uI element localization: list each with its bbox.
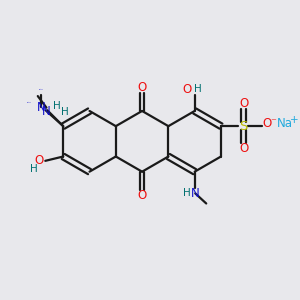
Text: H: H <box>61 107 68 117</box>
Text: O: O <box>239 97 248 110</box>
Text: O: O <box>137 189 147 202</box>
Text: S: S <box>239 120 248 133</box>
Text: N: N <box>191 187 200 200</box>
Text: N: N <box>42 105 51 118</box>
Text: +: + <box>290 116 298 125</box>
Text: N: N <box>37 101 45 114</box>
Text: O: O <box>239 142 248 155</box>
Text: ⁻: ⁻ <box>271 118 277 128</box>
Text: H: H <box>194 84 202 94</box>
Text: Na: Na <box>277 117 292 130</box>
Text: O: O <box>34 154 44 167</box>
Text: H: H <box>30 164 38 174</box>
Text: O: O <box>137 81 147 94</box>
Text: O: O <box>183 83 192 96</box>
Text: methyl: methyl <box>27 101 32 103</box>
Text: H: H <box>183 188 190 198</box>
Text: H: H <box>53 101 60 111</box>
Text: O: O <box>262 117 272 130</box>
Text: methyl: methyl <box>38 89 43 90</box>
